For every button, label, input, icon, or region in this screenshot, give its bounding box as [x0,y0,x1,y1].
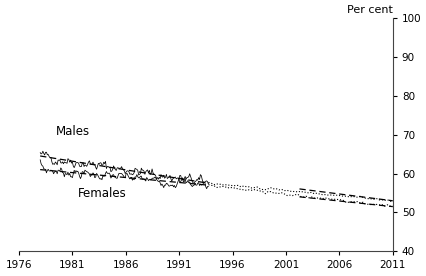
Text: Females: Females [78,187,126,200]
Text: Per cent: Per cent [346,5,392,15]
Text: Males: Males [56,126,90,139]
